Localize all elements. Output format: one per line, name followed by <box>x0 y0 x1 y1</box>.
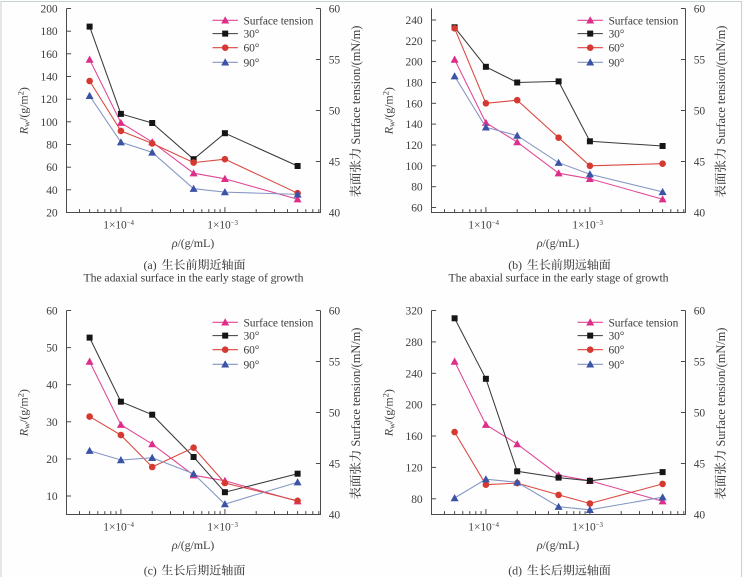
svg-text:60: 60 <box>694 306 706 318</box>
svg-text:30°: 30° <box>609 29 625 41</box>
svg-text:200: 200 <box>406 57 423 69</box>
svg-text:50: 50 <box>329 106 341 118</box>
svg-text:200: 200 <box>406 400 423 412</box>
svg-text:160: 160 <box>406 98 423 110</box>
svg-text:60°: 60° <box>609 43 625 55</box>
svg-text:10: 10 <box>46 491 58 503</box>
svg-text:(a): (a) <box>144 258 157 272</box>
svg-text:45: 45 <box>329 459 341 471</box>
svg-text:40: 40 <box>329 208 341 220</box>
svg-text:40: 40 <box>694 208 706 220</box>
svg-text:160: 160 <box>406 431 423 443</box>
svg-text:60: 60 <box>46 162 58 174</box>
svg-text:80: 80 <box>46 140 58 152</box>
svg-text:(d): (d) <box>508 564 522 577</box>
svg-text:90°: 90° <box>244 359 260 371</box>
svg-text:55: 55 <box>694 357 706 369</box>
svg-text:140: 140 <box>406 119 423 131</box>
svg-text:Surface tension/(mN/m): Surface tension/(mN/m) <box>349 26 363 145</box>
svg-text:60: 60 <box>694 4 706 16</box>
svg-text:Rw/(g/m2): Rw/(g/m2) <box>15 389 31 437</box>
svg-text:45: 45 <box>694 459 706 471</box>
svg-text:30°: 30° <box>244 331 260 343</box>
svg-text:80: 80 <box>411 182 423 194</box>
svg-text:80: 80 <box>411 494 423 506</box>
svg-text:90°: 90° <box>244 57 260 69</box>
svg-text:120: 120 <box>406 140 423 152</box>
svg-text:The adaxial surface in the ear: The adaxial surface in the early stage o… <box>84 271 304 285</box>
svg-text:60°: 60° <box>244 345 260 357</box>
svg-text:60: 60 <box>329 4 341 16</box>
svg-text:40: 40 <box>694 510 706 522</box>
svg-text:Surface tension: Surface tension <box>609 15 679 27</box>
svg-text:60: 60 <box>46 306 58 318</box>
svg-text:50: 50 <box>694 408 706 420</box>
svg-text:ρ/(g/mL): ρ/(g/mL) <box>536 538 579 552</box>
svg-text:280: 280 <box>406 337 423 349</box>
svg-text:Surface tension/(mN/m): Surface tension/(mN/m) <box>349 328 363 447</box>
svg-text:40: 40 <box>46 185 58 197</box>
svg-text:Surface tension/(mN/m): Surface tension/(mN/m) <box>714 328 728 447</box>
svg-text:Surface tension: Surface tension <box>609 317 679 329</box>
svg-text:40: 40 <box>329 510 341 522</box>
svg-text:90°: 90° <box>609 359 625 371</box>
svg-text:(c): (c) <box>144 564 157 577</box>
svg-text:55: 55 <box>329 55 341 67</box>
svg-text:ρ/(g/mL): ρ/(g/mL) <box>536 236 579 250</box>
svg-text:20: 20 <box>46 454 58 466</box>
svg-text:Surface tension: Surface tension <box>244 317 314 329</box>
svg-text:60: 60 <box>411 203 423 215</box>
svg-text:240: 240 <box>406 368 423 380</box>
svg-text:200: 200 <box>41 4 58 16</box>
svg-text:120: 120 <box>41 94 58 106</box>
svg-text:55: 55 <box>694 55 706 67</box>
svg-text:30: 30 <box>46 417 58 429</box>
svg-text:100: 100 <box>41 117 58 129</box>
svg-text:30°: 30° <box>609 331 625 343</box>
svg-text:60°: 60° <box>244 43 260 55</box>
svg-text:100: 100 <box>406 161 423 173</box>
svg-text:55: 55 <box>329 357 341 369</box>
svg-text:180: 180 <box>41 26 58 38</box>
svg-text:50: 50 <box>46 343 58 355</box>
svg-text:Rw/(g/m2): Rw/(g/m2) <box>15 87 31 135</box>
svg-text:40: 40 <box>46 380 58 392</box>
svg-text:240: 240 <box>406 15 423 27</box>
svg-text:ρ/(g/mL): ρ/(g/mL) <box>171 236 214 250</box>
svg-text:The abaxial surface in the ear: The abaxial surface in the early stage o… <box>449 271 669 285</box>
svg-text:Surface tension: Surface tension <box>244 15 314 27</box>
svg-text:60: 60 <box>329 306 341 318</box>
svg-text:Rw/(g/m2): Rw/(g/m2) <box>380 389 396 437</box>
svg-text:320: 320 <box>406 306 423 318</box>
svg-text:120: 120 <box>406 462 423 474</box>
svg-text:30°: 30° <box>244 29 260 41</box>
svg-text:Rw/(g/m2): Rw/(g/m2) <box>380 87 396 135</box>
svg-text:160: 160 <box>41 49 58 61</box>
svg-text:140: 140 <box>41 72 58 84</box>
svg-text:20: 20 <box>46 208 58 220</box>
svg-text:220: 220 <box>406 36 423 48</box>
svg-text:Surface tension/(mN/m): Surface tension/(mN/m) <box>714 26 728 145</box>
svg-text:50: 50 <box>329 408 341 420</box>
svg-text:45: 45 <box>694 157 706 169</box>
svg-text:ρ/(g/mL): ρ/(g/mL) <box>171 538 214 552</box>
svg-text:90°: 90° <box>609 57 625 69</box>
svg-text:(b): (b) <box>508 258 522 272</box>
svg-text:45: 45 <box>329 157 341 169</box>
svg-text:180: 180 <box>406 78 423 90</box>
svg-text:60°: 60° <box>609 345 625 357</box>
svg-text:50: 50 <box>694 106 706 118</box>
